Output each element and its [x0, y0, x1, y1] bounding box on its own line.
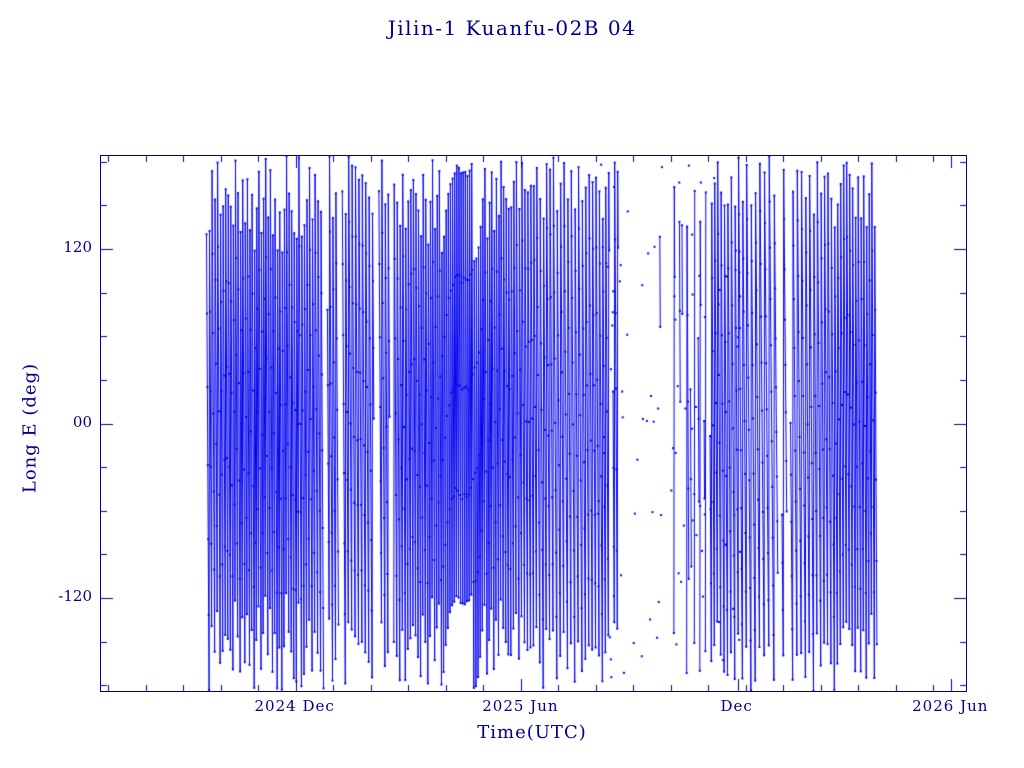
y-axis-label: Long E (deg) [19, 362, 41, 494]
chart-title: Jilin-1 Kuanfu-02B 04 [387, 16, 637, 40]
plot-area [100, 155, 967, 692]
y-tick-label-00: 00 [72, 412, 92, 431]
x-tick-label-2024-dec: 2024 Dec [254, 697, 335, 715]
x-tick-label-2026-jun: 2026 Jun [912, 697, 989, 715]
x-tick-label-2025-jun: 2025 Jun [482, 697, 559, 715]
plot-canvas [101, 156, 966, 691]
y-tick-label-neg120: -120 [58, 586, 92, 605]
y-tick-label-120: 120 [63, 238, 92, 257]
x-tick-label-dec: Dec [720, 697, 753, 715]
x-axis-label: Time(UTC) [477, 722, 587, 743]
